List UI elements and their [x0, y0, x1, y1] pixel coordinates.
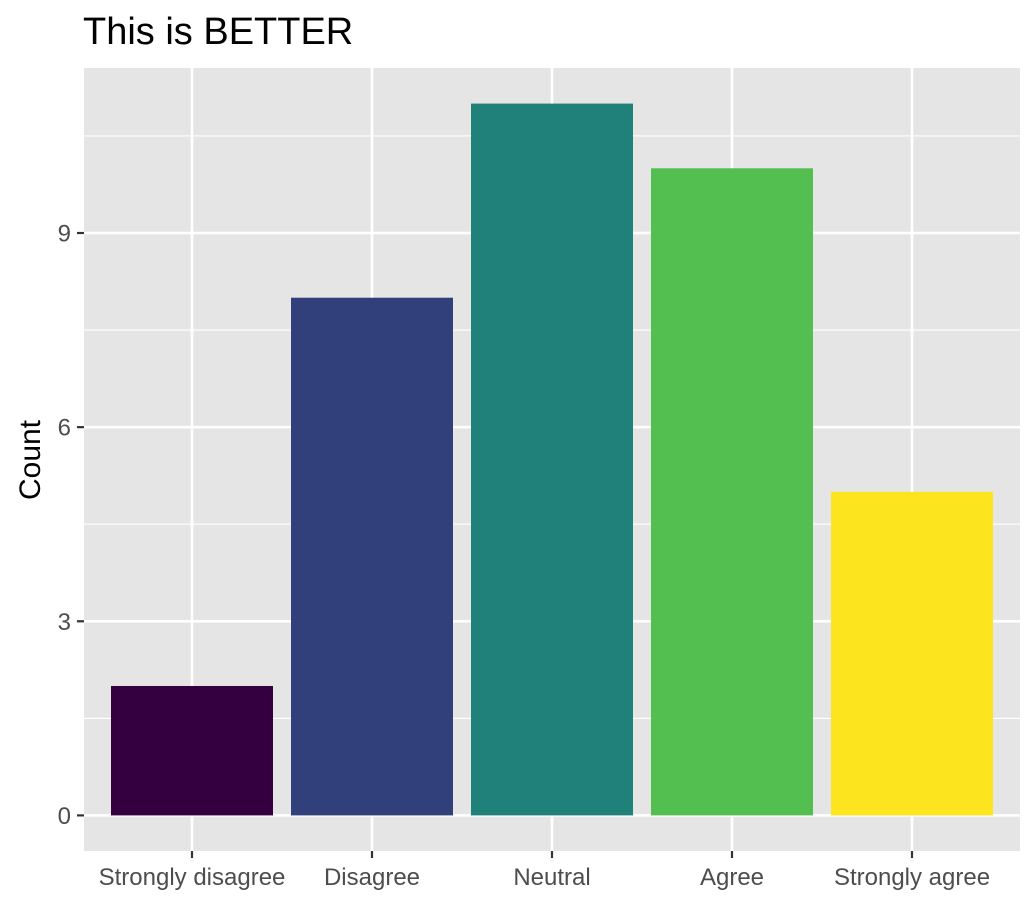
x-tick-label: Agree: [700, 864, 764, 891]
x-tick-label: Neutral: [513, 864, 590, 891]
chart-title: This is BETTER: [83, 11, 353, 53]
bar-strongly-disagree: [111, 685, 273, 816]
bars: [111, 103, 993, 816]
bar-neutral: [471, 103, 633, 816]
bar-agree: [651, 168, 813, 816]
bar-strongly-agree: [831, 491, 993, 816]
y-axis: 0 3 6 9: [58, 221, 84, 830]
y-axis-title: Count: [14, 419, 47, 500]
bar-disagree: [291, 297, 453, 816]
x-tick-label: Disagree: [324, 864, 420, 891]
y-tick-label: 0: [58, 803, 71, 830]
y-tick-label: 6: [58, 415, 71, 442]
x-axis: Strongly disagree Disagree Neutral Agree Str…: [99, 851, 990, 891]
y-tick-label: 3: [58, 609, 71, 636]
y-tick-label: 9: [58, 221, 71, 248]
x-tick-label: Strongly agree: [834, 864, 990, 891]
x-tick-label: Strongly disagree: [99, 864, 286, 891]
